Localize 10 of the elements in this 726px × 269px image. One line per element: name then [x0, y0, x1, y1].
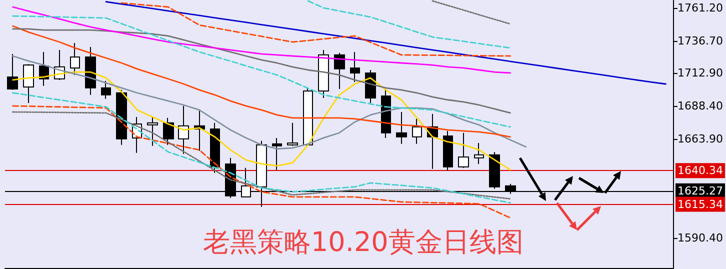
- y-tick-label: 1663.90: [678, 132, 724, 146]
- y-tick-label: 1761.20: [678, 1, 724, 14]
- y-tick-label: 1736.70: [678, 34, 724, 48]
- y-tick-label: 1712.90: [678, 66, 724, 80]
- ref-line-label: 1640.34: [678, 164, 724, 178]
- ref-line-label: 1615.34: [678, 198, 724, 211]
- y-tick-label: 1590.40: [678, 231, 724, 244]
- y-tick-label: 1688.40: [678, 99, 724, 112]
- ref-line-label: 1625.27: [678, 184, 724, 198]
- text: 老黑策略10.20黄金日线图: [203, 227, 524, 258]
